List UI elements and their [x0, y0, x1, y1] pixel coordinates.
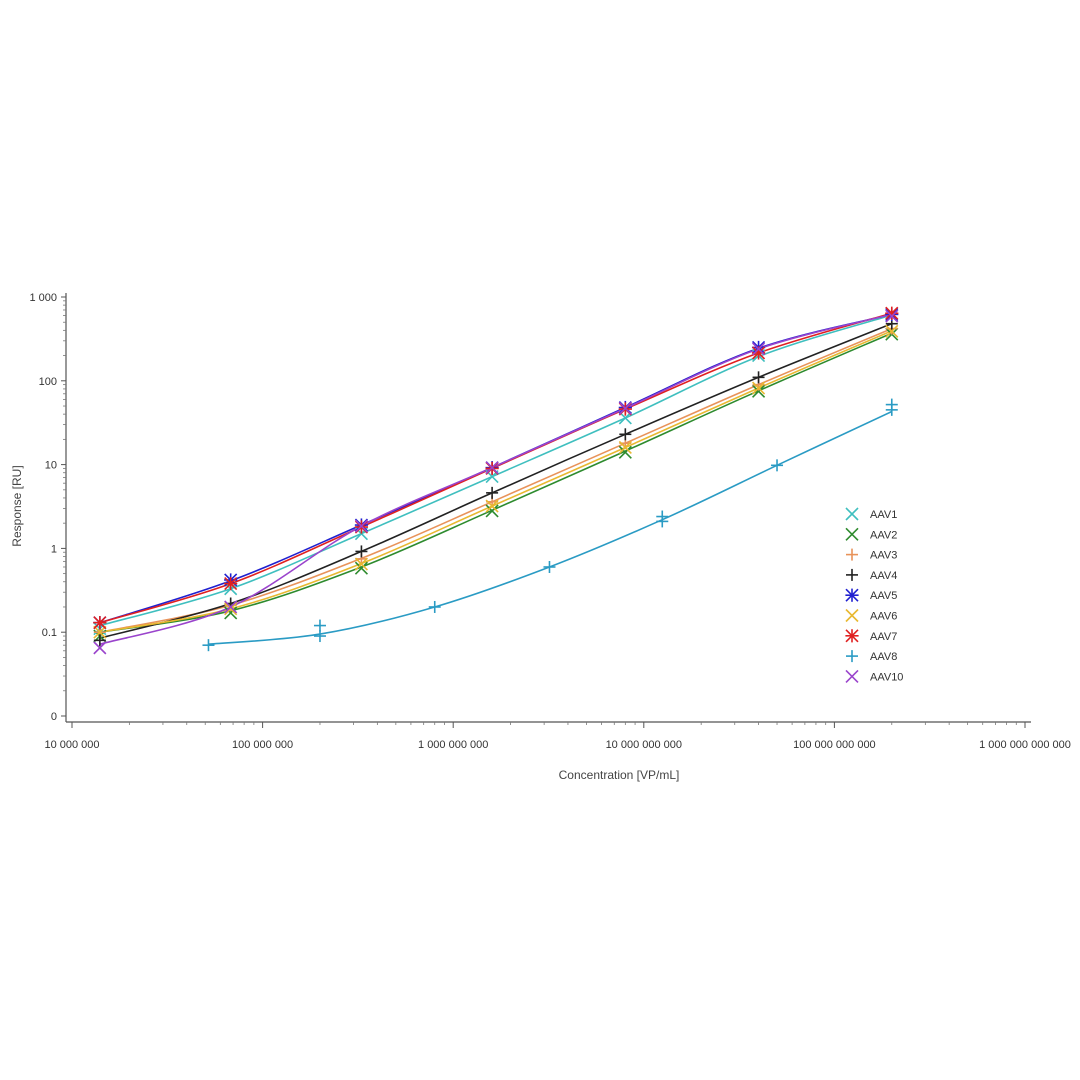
legend-symbol [845, 588, 859, 602]
marker-aav6 [751, 381, 766, 395]
y-tick-label: 0 [51, 711, 57, 723]
y-tick-label: 1 [51, 543, 57, 555]
legend-label: AAV5 [870, 590, 897, 602]
legend-symbol [845, 527, 859, 541]
marker-aav10 [885, 309, 899, 323]
legend-symbol [845, 507, 859, 521]
legend-symbol [845, 608, 859, 623]
fit-curve-aav8 [208, 410, 893, 645]
legend-item-aav2: AAV2 [845, 527, 897, 541]
marker-aav2 [354, 561, 368, 575]
marker-aav8 [313, 630, 326, 643]
marker-aav7 [224, 577, 238, 591]
marker-aav10 [93, 641, 107, 655]
marker-aav8 [656, 515, 669, 528]
y-tick-label: 10 [45, 460, 57, 472]
legend-item-aav1: AAV1 [845, 507, 897, 521]
marker-aav7 [93, 616, 107, 630]
x-tick-label: 1 000 000 000 [418, 739, 488, 751]
marker-aav10 [485, 461, 499, 475]
fit-curves [99, 312, 893, 645]
marker-aav4 [619, 428, 632, 441]
x-tick-label: 10 000 000 [44, 739, 99, 751]
legend-item-aav3: AAV3 [846, 548, 897, 562]
marker-aav7 [885, 306, 899, 320]
legend-label: AAV1 [870, 509, 897, 521]
legend: AAV1 AAV2 AAV3 AAV4 AAV5 AAV6 AAV7 AAV8 AAV10 [845, 507, 903, 683]
marker-aav2 [618, 445, 632, 459]
legend-label: AAV8 [870, 651, 897, 663]
legend-item-aav8: AAV8 [846, 650, 897, 663]
x-tick-label: 1 000 000 000 000 [979, 739, 1071, 751]
y-tick-label: 0.1 [42, 627, 57, 639]
marker-aav6 [485, 499, 499, 513]
marker-aav10 [354, 519, 368, 533]
x-tick-label: 100 000 000 000 [793, 739, 876, 751]
legend-label: AAV10 [870, 671, 903, 683]
legend-item-aav6: AAV6 [845, 608, 897, 623]
marker-aav4 [93, 634, 106, 647]
legend-symbol [845, 629, 859, 643]
marker-aav8 [313, 619, 326, 632]
marker-aav8 [771, 459, 784, 472]
y-tick-label: 1 000 [29, 292, 57, 304]
x-tick-label: 100 000 000 [232, 739, 293, 751]
marker-aav10 [618, 401, 632, 415]
legend-item-aav4: AAV4 [846, 568, 897, 582]
x-axis-title: Concentration [VP/mL] [559, 768, 680, 782]
marker-aav2 [224, 606, 238, 620]
legend-label: AAV6 [870, 611, 897, 623]
marker-aav4 [486, 486, 499, 499]
x-axis: 10 000 000 100 000 000 1 000 000 000 10 000… [44, 722, 1071, 751]
y-tick-label: 100 [39, 376, 57, 388]
marker-aav10 [224, 600, 238, 614]
marker-aav6 [354, 557, 368, 571]
legend-label: AAV7 [870, 631, 897, 643]
legend-label: AAV3 [870, 550, 897, 562]
legend-symbol [845, 669, 859, 683]
marker-aav6 [224, 602, 238, 616]
legend-symbol [846, 650, 858, 663]
x-tick-label: 10 000 000 000 [606, 739, 682, 751]
marker-aav6 [618, 440, 632, 455]
y-axis: 0 0.1 1 10 100 1 000 [29, 292, 66, 723]
data-markers [93, 306, 899, 655]
marker-aav4 [355, 545, 368, 558]
marker-aav8 [428, 600, 441, 613]
marker-aav8 [885, 403, 898, 416]
legend-label: AAV2 [870, 529, 897, 541]
marker-aav8 [202, 639, 215, 652]
marker-aav8 [543, 560, 556, 573]
marker-aav2 [751, 384, 766, 398]
legend-item-aav7: AAV7 [845, 629, 897, 643]
marker-aav6 [885, 324, 899, 338]
marker-aav4 [752, 371, 765, 384]
legend-item-aav10: AAV10 [845, 669, 903, 683]
legend-symbol [846, 548, 858, 561]
marker-aav10 [751, 342, 766, 356]
marker-aav6 [93, 625, 107, 639]
marker-aav2 [485, 504, 499, 518]
y-axis-title: Response [RU] [10, 465, 24, 546]
legend-label: AAV4 [870, 570, 897, 582]
legend-item-aav5: AAV5 [845, 588, 897, 602]
legend-symbol [846, 568, 858, 581]
